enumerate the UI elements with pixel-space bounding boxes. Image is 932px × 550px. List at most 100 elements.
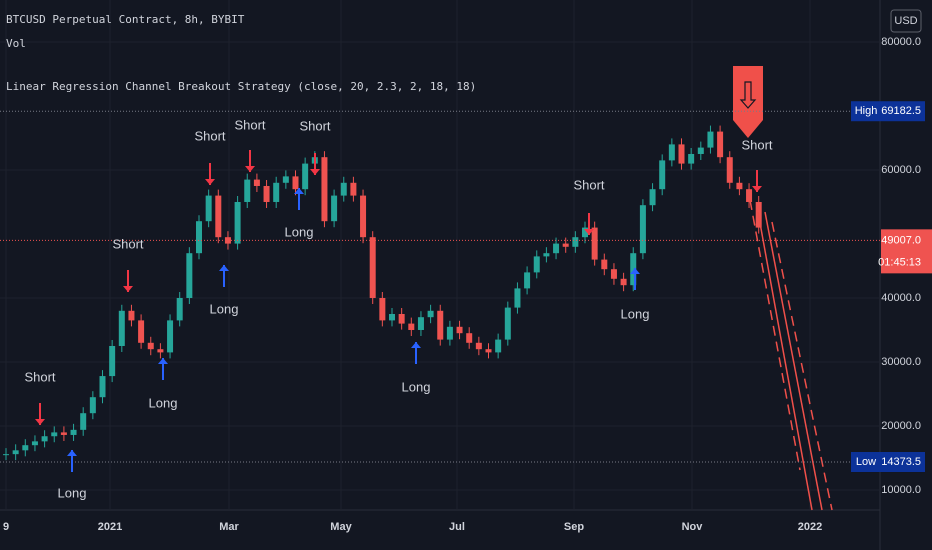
candle-body [89, 397, 96, 414]
low-value-tag [881, 452, 925, 473]
y-tick-label: 30000.0 [881, 356, 921, 368]
candle-body [678, 144, 685, 164]
signal-arrowhead [67, 450, 77, 456]
high-value: 69182.5 [881, 105, 921, 117]
signal-arrowhead [411, 342, 421, 348]
candle-body [340, 182, 347, 196]
candle-body [282, 176, 289, 183]
signal-arrowhead [752, 186, 762, 192]
candle-body [31, 441, 38, 446]
currency-button[interactable] [890, 9, 922, 33]
candle-body [389, 313, 395, 321]
candle-body [630, 253, 637, 286]
indicator-label: Linear Regression Channel Breakout Strat… [6, 80, 476, 93]
candle-body [360, 195, 367, 238]
candle-body [273, 182, 280, 202]
candle-body [22, 445, 29, 451]
candle-body [610, 269, 617, 279]
candle-body [456, 326, 463, 334]
candle-body [70, 429, 77, 435]
candle-body [263, 185, 270, 202]
candle-body [331, 195, 338, 222]
last-price-tag [881, 229, 932, 274]
candle-body [41, 436, 48, 442]
candle-body [717, 131, 724, 158]
candle-body [224, 237, 231, 244]
signal-label: Short [299, 118, 330, 133]
candle-body [553, 243, 560, 254]
candle-body [543, 253, 550, 257]
x-tick-label: 2022 [798, 521, 822, 533]
candle-body [253, 179, 260, 186]
plot [3, 125, 762, 461]
signal-label: Short [194, 128, 225, 143]
candle-body [167, 320, 174, 353]
candle-body [639, 205, 646, 254]
candle-body [408, 323, 415, 330]
candle-body [215, 195, 222, 238]
x-tick-label: 2021 [98, 521, 122, 533]
x-tick-label: 9 [3, 521, 9, 533]
candle-body [620, 278, 627, 286]
candle-body [157, 349, 164, 353]
low-label: Low [856, 456, 876, 468]
channel-line [749, 199, 801, 471]
candle-body [504, 307, 511, 340]
signal-label: Short [112, 236, 143, 251]
signal-label: Long [285, 224, 314, 239]
candle-body [437, 310, 444, 340]
candle-body [99, 376, 106, 398]
high-label: High [855, 105, 878, 117]
signal-label: Long [402, 379, 431, 394]
candle-body [485, 349, 492, 353]
channel-line [764, 211, 823, 511]
candle-body [697, 147, 704, 154]
signal-label: Long [58, 485, 87, 500]
candle-body [495, 339, 502, 353]
candle-body [138, 320, 145, 343]
signal-arrowhead [219, 265, 229, 271]
signal-label: Long [621, 306, 650, 321]
candle-body [668, 144, 675, 161]
candle-body [176, 297, 183, 321]
candle-body [726, 157, 733, 183]
signal-arrowhead [205, 179, 215, 185]
alert-icon [739, 81, 757, 109]
candle-body [688, 153, 695, 164]
x-tick-label: Jul [449, 521, 465, 533]
candle-body [3, 454, 9, 456]
candle-body [524, 272, 531, 289]
candle-body [466, 333, 473, 343]
candle-body [707, 131, 714, 148]
channel-line [757, 211, 813, 511]
candle-body [591, 227, 598, 260]
grid [0, 0, 880, 510]
candle-body [398, 313, 405, 324]
candle-body [514, 288, 521, 308]
candle-body [196, 221, 202, 254]
currency[interactable]: USD [894, 15, 917, 27]
candle-body [533, 256, 540, 273]
low-value: 14373.5 [881, 456, 921, 468]
candle-body [350, 182, 357, 196]
signal-label: Short [24, 369, 55, 384]
candle-body [417, 317, 424, 330]
y-tick-label: 20000.0 [881, 420, 921, 432]
candle-body [446, 326, 453, 340]
signal-arrowhead [123, 286, 133, 292]
high-value-tag [881, 101, 925, 122]
signal-label: Short [573, 177, 604, 192]
y-tick-label: 80000.0 [881, 36, 921, 48]
low-tag [851, 452, 881, 473]
candle-body [659, 160, 666, 190]
signal-label: Short [234, 117, 265, 132]
signal-arrowhead [310, 169, 320, 175]
countdown: 01:45:13 [878, 256, 921, 268]
candle-body [205, 195, 212, 222]
candle-body [379, 297, 386, 321]
chart-title: BTCUSD Perpetual Contract, 8h, BYBIT [6, 13, 245, 26]
candle-body [302, 163, 309, 190]
x-tick-label: May [330, 521, 352, 533]
signal-arrowhead [245, 166, 255, 172]
